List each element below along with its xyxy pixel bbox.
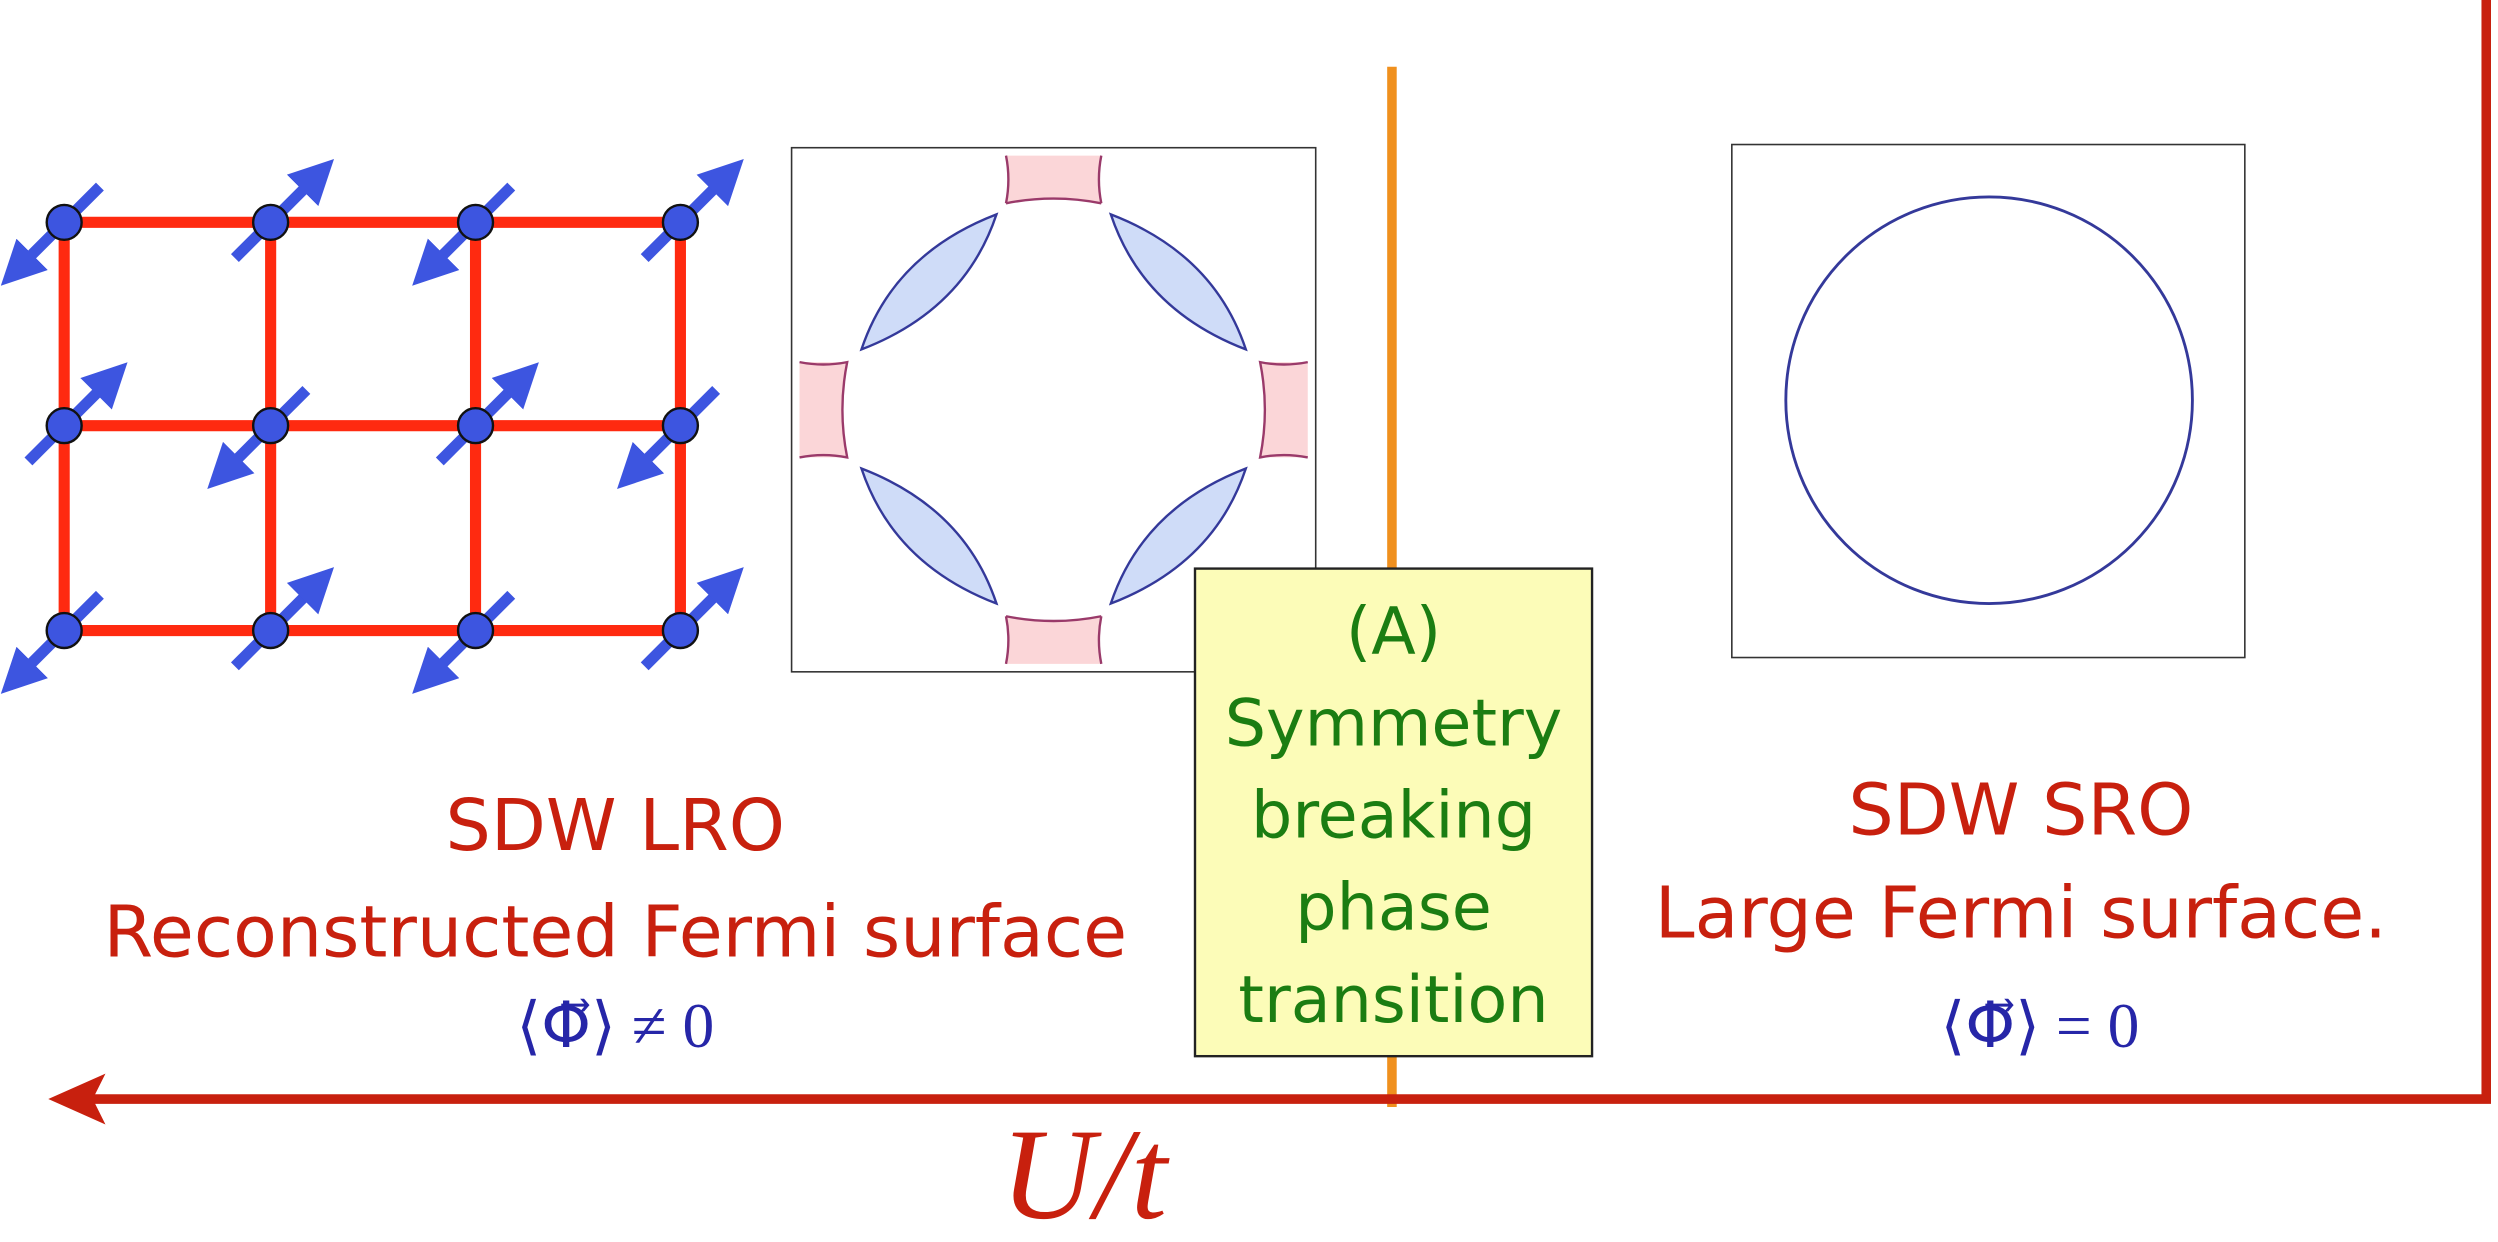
phase-title: SDW SRO (1848, 768, 2193, 851)
site (253, 408, 288, 443)
lattice (64, 222, 680, 630)
brillouin-zone (1732, 145, 2245, 658)
site (47, 205, 82, 240)
site (253, 205, 288, 240)
phase-subtitle: Reconstructed Fermi surface (103, 891, 1127, 974)
page: (A) Symmetry breaking phase transition S… (0, 0, 2498, 1242)
site (47, 408, 82, 443)
site (458, 613, 493, 648)
order-parameter: ⟨Φ⃗⟩ = 0 (1940, 990, 2139, 1061)
box-line: transition (1238, 963, 1548, 1038)
phase-title: SDW LRO (446, 784, 786, 867)
site (47, 613, 82, 648)
diagram: (A) Symmetry breaking phase transition S… (0, 0, 2498, 1242)
site (458, 408, 493, 443)
box-line: Symmetry (1225, 686, 1563, 761)
phase-subtitle: Large Fermi surface. (1655, 872, 2387, 955)
site (253, 613, 288, 648)
site (663, 205, 698, 240)
site (663, 613, 698, 648)
axis-label: U/t (1001, 1103, 1170, 1242)
box-line: (A) (1346, 594, 1441, 669)
box-line: breaking (1251, 779, 1536, 854)
box-line: phase (1295, 871, 1491, 946)
order-parameter: ⟨Φ⃗⟩ ≠ 0 (516, 990, 714, 1061)
site (663, 408, 698, 443)
site (458, 205, 493, 240)
